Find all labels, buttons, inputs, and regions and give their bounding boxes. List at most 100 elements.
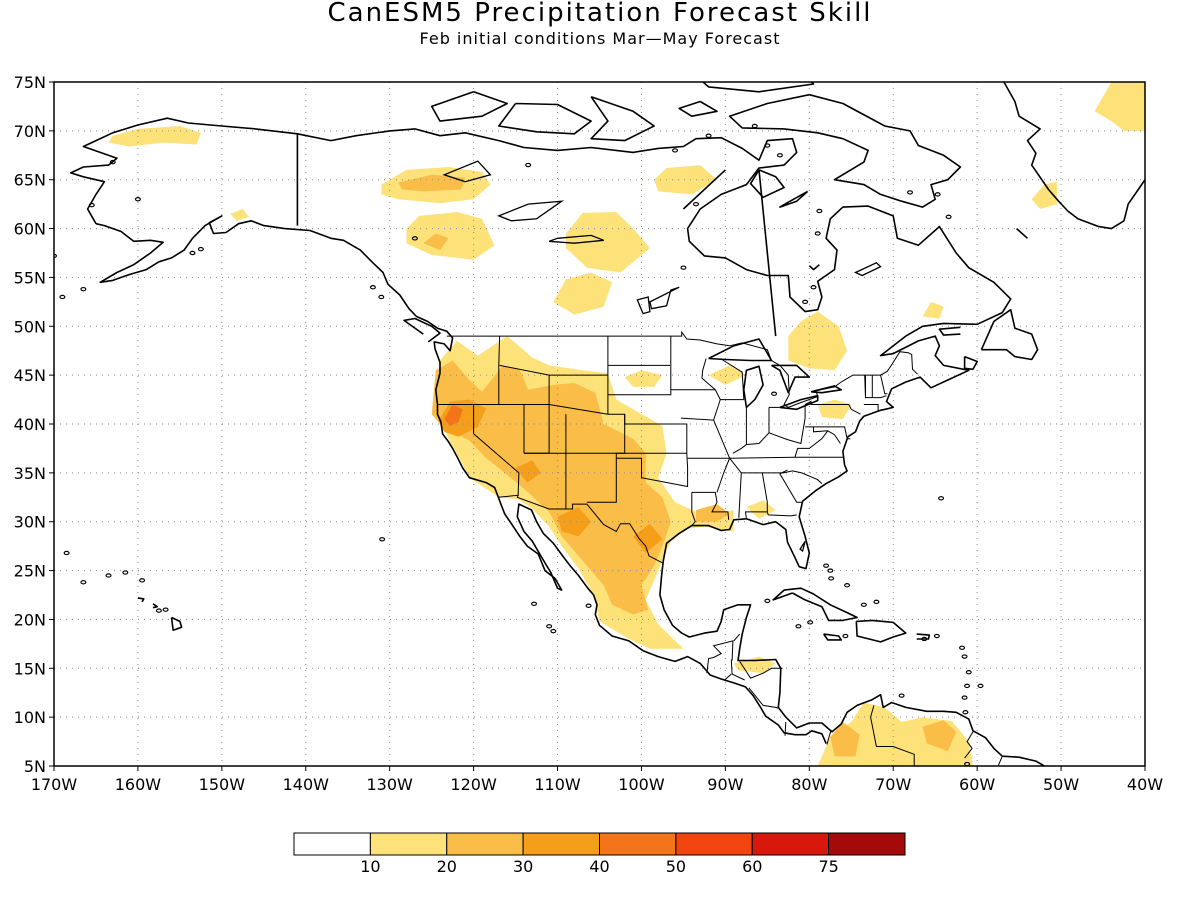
island-outline bbox=[705, 133, 712, 138]
coastline bbox=[1016, 228, 1029, 239]
x-tick-label: 90W bbox=[707, 775, 743, 794]
colorbar-swatch bbox=[828, 832, 906, 856]
coastline bbox=[590, 95, 655, 142]
skill-region-27 bbox=[633, 523, 663, 553]
island-outline bbox=[411, 236, 418, 241]
island-outline bbox=[88, 202, 95, 208]
island-outline bbox=[907, 190, 914, 195]
political-border bbox=[739, 661, 783, 679]
political-border bbox=[733, 633, 741, 642]
coastline bbox=[682, 169, 726, 210]
coastline bbox=[728, 93, 962, 208]
colorbar-label: 10 bbox=[360, 857, 380, 876]
skill-region-26 bbox=[557, 507, 592, 537]
island-outline bbox=[379, 537, 386, 542]
colorbar-label: 75 bbox=[818, 857, 838, 876]
political-border bbox=[517, 472, 520, 496]
y-tick-label: 50N bbox=[14, 317, 46, 336]
island-outline bbox=[771, 391, 778, 396]
y-tick-label: 20N bbox=[14, 610, 46, 629]
x-tick-label: 70W bbox=[875, 775, 911, 794]
island-outline bbox=[802, 299, 809, 305]
skill-region-6 bbox=[565, 212, 650, 273]
island-outline bbox=[898, 693, 905, 698]
political-border bbox=[732, 407, 747, 454]
island-outline bbox=[139, 578, 146, 583]
political-border bbox=[826, 729, 832, 745]
y-tick-label: 40N bbox=[14, 415, 46, 434]
political-border bbox=[863, 404, 879, 412]
political-border bbox=[746, 407, 770, 445]
coastline bbox=[403, 317, 441, 343]
skill-shading-layer bbox=[108, 82, 1145, 766]
coastline bbox=[772, 587, 858, 622]
political-border bbox=[713, 419, 731, 459]
x-tick-label: 150W bbox=[199, 775, 246, 794]
island-outline bbox=[80, 580, 87, 585]
political-border bbox=[607, 336, 672, 396]
skill-region-22 bbox=[830, 722, 860, 757]
political-border bbox=[794, 430, 829, 458]
political-border bbox=[498, 336, 501, 405]
colorbar-swatch bbox=[675, 832, 753, 856]
political-border bbox=[762, 470, 823, 484]
island-outline bbox=[378, 294, 385, 300]
island-outline bbox=[933, 633, 940, 639]
skill-region-23 bbox=[922, 720, 957, 752]
political-border bbox=[670, 389, 721, 421]
skill-region-11 bbox=[1031, 181, 1057, 209]
island-outline bbox=[80, 286, 87, 292]
skill-region-17 bbox=[746, 500, 776, 519]
political-border bbox=[691, 492, 696, 526]
political-border bbox=[446, 330, 918, 408]
y-tick-label: 30N bbox=[14, 513, 46, 532]
coastline bbox=[152, 603, 158, 609]
colorbar-swatch bbox=[599, 832, 677, 856]
y-tick-label: 35N bbox=[14, 464, 46, 483]
lake-outline bbox=[649, 286, 680, 310]
island-outline bbox=[672, 148, 679, 153]
island-outline bbox=[122, 570, 129, 575]
political-border bbox=[805, 426, 851, 440]
coastline bbox=[1003, 82, 1145, 230]
colorbar-label: 20 bbox=[437, 857, 457, 876]
political-border bbox=[766, 511, 797, 517]
lake-outline bbox=[799, 540, 806, 553]
lake-outline bbox=[636, 296, 651, 315]
island-outline bbox=[546, 624, 553, 629]
island-outline bbox=[959, 645, 966, 650]
colorbar-label: 30 bbox=[513, 857, 533, 876]
lat-lon-gridlines bbox=[54, 82, 1145, 766]
skill-region-15 bbox=[708, 365, 747, 385]
skill-region-4 bbox=[406, 212, 495, 260]
x-tick-label: 160W bbox=[115, 775, 162, 794]
political-border bbox=[729, 457, 742, 518]
coastline bbox=[749, 169, 785, 199]
island-outline bbox=[965, 669, 972, 675]
political-border bbox=[748, 687, 779, 709]
coastline bbox=[779, 394, 819, 411]
political-border bbox=[701, 358, 716, 391]
coastline bbox=[742, 365, 764, 408]
skill-region-25 bbox=[515, 460, 541, 483]
island-outline bbox=[816, 208, 823, 214]
coastline bbox=[95, 215, 827, 744]
island-outline bbox=[155, 608, 162, 613]
coastline bbox=[810, 385, 843, 394]
lake-outline bbox=[497, 200, 565, 222]
y-tick-label: 65N bbox=[14, 171, 46, 190]
coastline bbox=[808, 264, 820, 271]
skill-region-7 bbox=[553, 272, 613, 315]
political-border bbox=[687, 457, 731, 493]
island-outline bbox=[105, 573, 112, 578]
island-outline bbox=[54, 253, 57, 259]
coastline bbox=[916, 633, 931, 640]
skill-region-9 bbox=[788, 311, 848, 371]
political-border bbox=[729, 456, 844, 459]
island-outline bbox=[531, 601, 538, 606]
island-outline bbox=[764, 143, 771, 148]
colorbar-swatch bbox=[446, 832, 524, 856]
political-border bbox=[864, 375, 866, 398]
colorbar-label: 60 bbox=[742, 857, 762, 876]
